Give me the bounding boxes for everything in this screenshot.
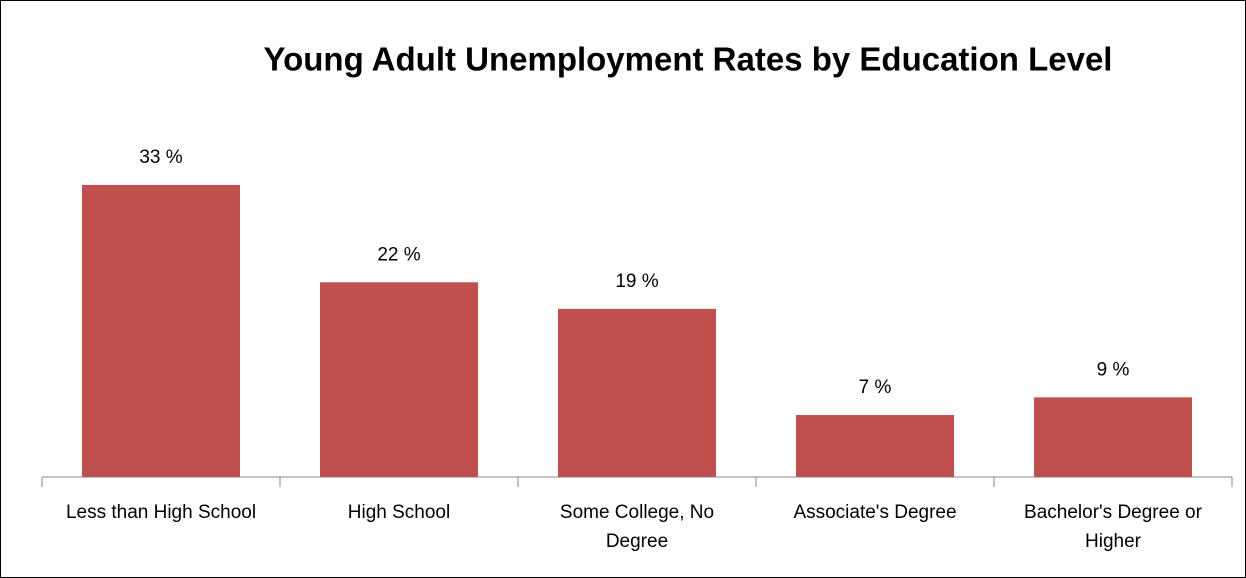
bar: [795, 415, 955, 477]
x-tick-label: High School: [347, 502, 451, 523]
bar: [557, 308, 717, 477]
data-label: 9 %: [1097, 359, 1130, 380]
chart-title: Young Adult Unemployment Rates by Educat…: [264, 41, 1113, 78]
x-tick-label: Bachelor's Degree or Higher: [1024, 502, 1202, 552]
bar: [81, 184, 241, 477]
bar: [1033, 397, 1193, 477]
bar: [319, 282, 479, 477]
data-label: 33 %: [139, 147, 182, 168]
data-label: 7 %: [859, 377, 892, 398]
data-label: 19 %: [615, 271, 658, 292]
x-tick-label: Associate's Degree: [793, 502, 957, 523]
data-label: 22 %: [377, 244, 420, 265]
x-tick-label: Less than High School: [65, 502, 257, 523]
x-tick-label: Some College, No Degree: [559, 502, 715, 552]
